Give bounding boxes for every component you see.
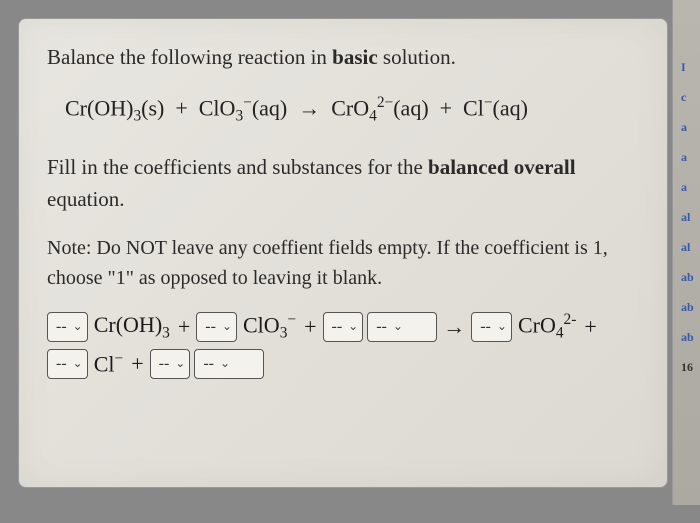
chevron-down-icon: ⌄	[175, 356, 185, 371]
instruction-bold: basic	[332, 45, 378, 69]
fill-bold: balanced overall	[428, 155, 576, 179]
chevron-down-icon: ⌄	[73, 356, 83, 371]
instruction-suffix: solution.	[378, 45, 456, 69]
chevron-down-icon: ⌄	[220, 356, 230, 371]
side-label[interactable]: 16	[673, 360, 700, 390]
arrow: →	[441, 314, 467, 340]
answer-row: --⌄ Cr(OH)3 + --⌄ ClO3− + --⌄ --⌄ → --⌄ …	[47, 311, 639, 343]
instruction-text: Balance the following reaction in basic …	[47, 43, 639, 72]
coef-blank1-dropdown[interactable]: -- ⌄	[323, 312, 364, 342]
instruction-prefix: Balance the following reaction in	[47, 45, 332, 69]
species-cro4: CrO42-	[516, 311, 578, 343]
side-label[interactable]: ab	[673, 300, 700, 330]
coef-blank2-dropdown[interactable]: -- ⌄	[150, 349, 191, 379]
plus-4: +	[129, 351, 145, 377]
side-label[interactable]: a	[673, 180, 700, 210]
coef-croh3-dropdown[interactable]: -- ⌄	[47, 312, 88, 342]
plus-1: +	[176, 314, 192, 340]
side-label[interactable]: a	[673, 120, 700, 150]
answer-row-2: -- ⌄ Cl− + -- ⌄ -- ⌄	[47, 349, 639, 379]
question-panel: Balance the following reaction in basic …	[18, 18, 668, 488]
plus-2: +	[302, 314, 318, 340]
fill-instruction: Fill in the coefficients and substances …	[47, 152, 639, 215]
fill-prefix: Fill in the coefficients and substances …	[47, 155, 428, 179]
coef-cro4-dropdown[interactable]: -- ⌄	[471, 312, 512, 342]
note-text: Note: Do NOT leave any coeffient fields …	[47, 233, 639, 293]
side-toolbar: I c a a a al al ab ab ab 16	[672, 0, 700, 505]
coef-clo3-dropdown[interactable]: -- ⌄	[196, 312, 237, 342]
dd-value: --	[56, 318, 67, 336]
chevron-down-icon: ⌄	[497, 319, 507, 334]
dd-value: --	[332, 318, 343, 336]
species-croh3: Cr(OH)3	[92, 312, 172, 342]
chevron-down-icon: ⌄	[222, 319, 232, 334]
chevron-down-icon: ⌄	[393, 319, 403, 334]
side-label[interactable]: a	[673, 150, 700, 180]
fill-suffix: equation.	[47, 187, 125, 211]
reaction-equation: Cr(OH)3(s) + ClO3−(aq) → CrO42−(aq) + Cl…	[65, 94, 639, 126]
dd-value: --	[376, 318, 387, 336]
side-label[interactable]: al	[673, 240, 700, 270]
side-label[interactable]: al	[673, 210, 700, 240]
side-label[interactable]: ab	[673, 330, 700, 360]
side-label[interactable]: c	[673, 90, 700, 120]
dd-value: --	[159, 355, 170, 373]
side-label[interactable]: ab	[673, 270, 700, 300]
plus-3: +	[582, 314, 598, 340]
chevron-down-icon: ⌄	[73, 319, 83, 334]
species-blank1-dropdown[interactable]: -- ⌄	[367, 312, 437, 342]
dd-value: --	[203, 355, 214, 373]
coef-cl-dropdown[interactable]: -- ⌄	[47, 349, 88, 379]
side-label[interactable]: I	[673, 60, 700, 90]
dd-value: --	[480, 318, 491, 336]
chevron-down-icon: ⌄	[348, 319, 358, 334]
species-blank2-dropdown[interactable]: -- ⌄	[194, 349, 264, 379]
species-clo3: ClO3−	[241, 311, 298, 343]
dd-value: --	[56, 355, 67, 373]
species-cl: Cl−	[92, 350, 125, 377]
dd-value: --	[205, 318, 216, 336]
